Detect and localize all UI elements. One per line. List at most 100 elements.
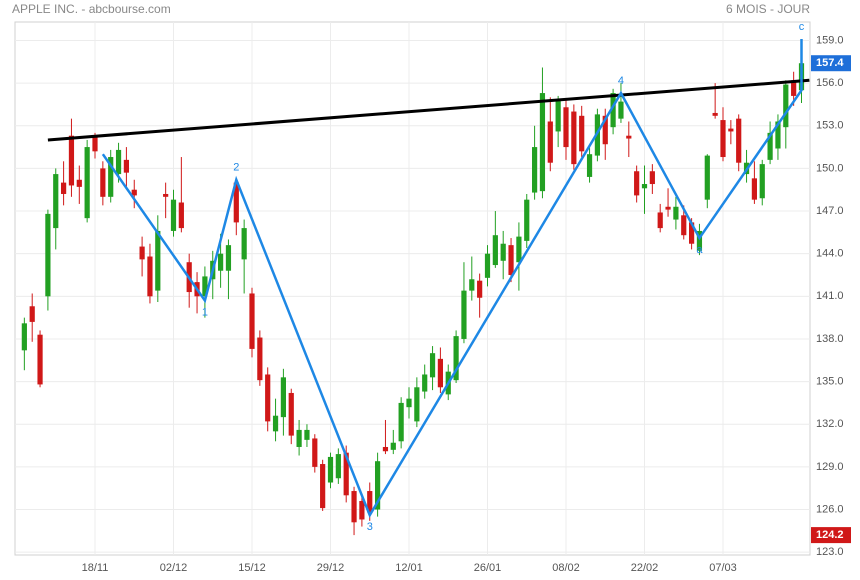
candle-body [147, 256, 153, 297]
candle-body [414, 387, 420, 422]
candle-body [312, 438, 318, 467]
low-price-box [811, 527, 851, 544]
candle-body [108, 157, 114, 197]
candle-body [288, 392, 294, 436]
candle-body [728, 128, 734, 132]
candle-body [696, 230, 703, 251]
y-tick-label: 153.0 [816, 120, 844, 132]
y-tick-label: 156.0 [816, 77, 844, 89]
x-tick-label: 29/12 [317, 562, 345, 574]
candle-body [100, 168, 106, 197]
candle-body [249, 293, 255, 349]
candle-body [29, 306, 35, 322]
candle-body [704, 155, 710, 200]
candle-body [453, 336, 459, 381]
x-tick-label: 02/12 [160, 562, 188, 574]
candle-body [265, 374, 271, 422]
chart-subtitle: 6 MOIS - JOUR [726, 2, 810, 16]
wave-label: c [799, 21, 805, 33]
candle-body [178, 202, 184, 229]
candle-body [351, 491, 357, 523]
candle-body [280, 377, 286, 418]
candle-body [139, 246, 145, 260]
candle-body [751, 178, 757, 200]
candle-body [524, 199, 530, 241]
candle-body [712, 112, 718, 116]
low-price-label: 124.2 [816, 529, 844, 541]
candle-body [375, 461, 381, 510]
candle-body [170, 199, 177, 231]
candle-body [272, 415, 279, 432]
candle-body [484, 253, 491, 278]
candle-body [736, 118, 742, 163]
candle-body [626, 135, 632, 139]
y-tick-label: 132.0 [816, 418, 844, 430]
candle-body [390, 442, 396, 450]
candle-body [610, 93, 616, 128]
y-tick-label: 150.0 [816, 162, 844, 174]
candle-body [500, 243, 506, 261]
y-tick-label: 123.0 [816, 546, 844, 558]
candle-body [327, 456, 334, 483]
candle-body [618, 101, 624, 119]
candle-body [657, 212, 663, 229]
candle-body [398, 402, 404, 442]
candle-body [649, 171, 655, 185]
wave-label: 4 [618, 75, 624, 87]
plot-frame [14, 21, 811, 556]
wave-line [101, 39, 803, 519]
candle-body [257, 337, 263, 381]
y-tick-label: 129.0 [816, 461, 844, 473]
candle-body [539, 93, 546, 192]
wave-label: 3 [367, 521, 373, 533]
candle-body [461, 290, 467, 339]
x-tick-label: 08/02 [552, 562, 580, 574]
candle-body [123, 159, 129, 173]
candle-body [422, 374, 428, 392]
y-tick-label: 144.0 [816, 248, 844, 260]
candle-body [202, 276, 208, 297]
candle-body [532, 147, 538, 193]
candle-body [477, 280, 483, 298]
last-price-box [811, 55, 851, 72]
x-tick-label: 07/03 [709, 562, 737, 574]
candle-body [53, 174, 59, 229]
candle-body [555, 100, 561, 132]
candle-body [689, 222, 695, 244]
x-tick-label: 15/12 [238, 562, 266, 574]
y-tick-label: 159.0 [816, 34, 844, 46]
y-tick-label: 135.0 [816, 376, 844, 388]
wave-label: a [696, 244, 703, 256]
candle-body [304, 429, 310, 440]
trendline [47, 78, 810, 142]
candle-body [547, 121, 553, 163]
candle-body [767, 132, 773, 160]
candle-body [163, 193, 169, 197]
candle-body [634, 171, 640, 196]
candle-body [681, 215, 687, 236]
last-price-label: 157.4 [816, 57, 844, 69]
candle-body [218, 253, 224, 271]
candle-body [155, 230, 161, 291]
candle-body [84, 147, 90, 219]
candle-body [641, 184, 648, 189]
candle-body [335, 454, 341, 479]
candle-body [673, 206, 679, 220]
candle-body [783, 84, 789, 128]
candle-body [759, 164, 765, 199]
candle-body [92, 135, 98, 152]
candle-body [429, 353, 436, 378]
candle-body [233, 182, 239, 223]
y-tick-label: 141.0 [816, 290, 844, 302]
candle-body [571, 111, 577, 165]
y-tick-label: 138.0 [816, 333, 844, 345]
candle-body [791, 80, 797, 96]
x-tick-label: 12/01 [395, 562, 423, 574]
y-tick-label: 126.0 [816, 503, 844, 515]
candle-body [367, 491, 373, 513]
candle-body [563, 107, 569, 148]
candle-body [45, 213, 51, 297]
candle-body [68, 135, 75, 186]
candle-body [131, 189, 137, 196]
